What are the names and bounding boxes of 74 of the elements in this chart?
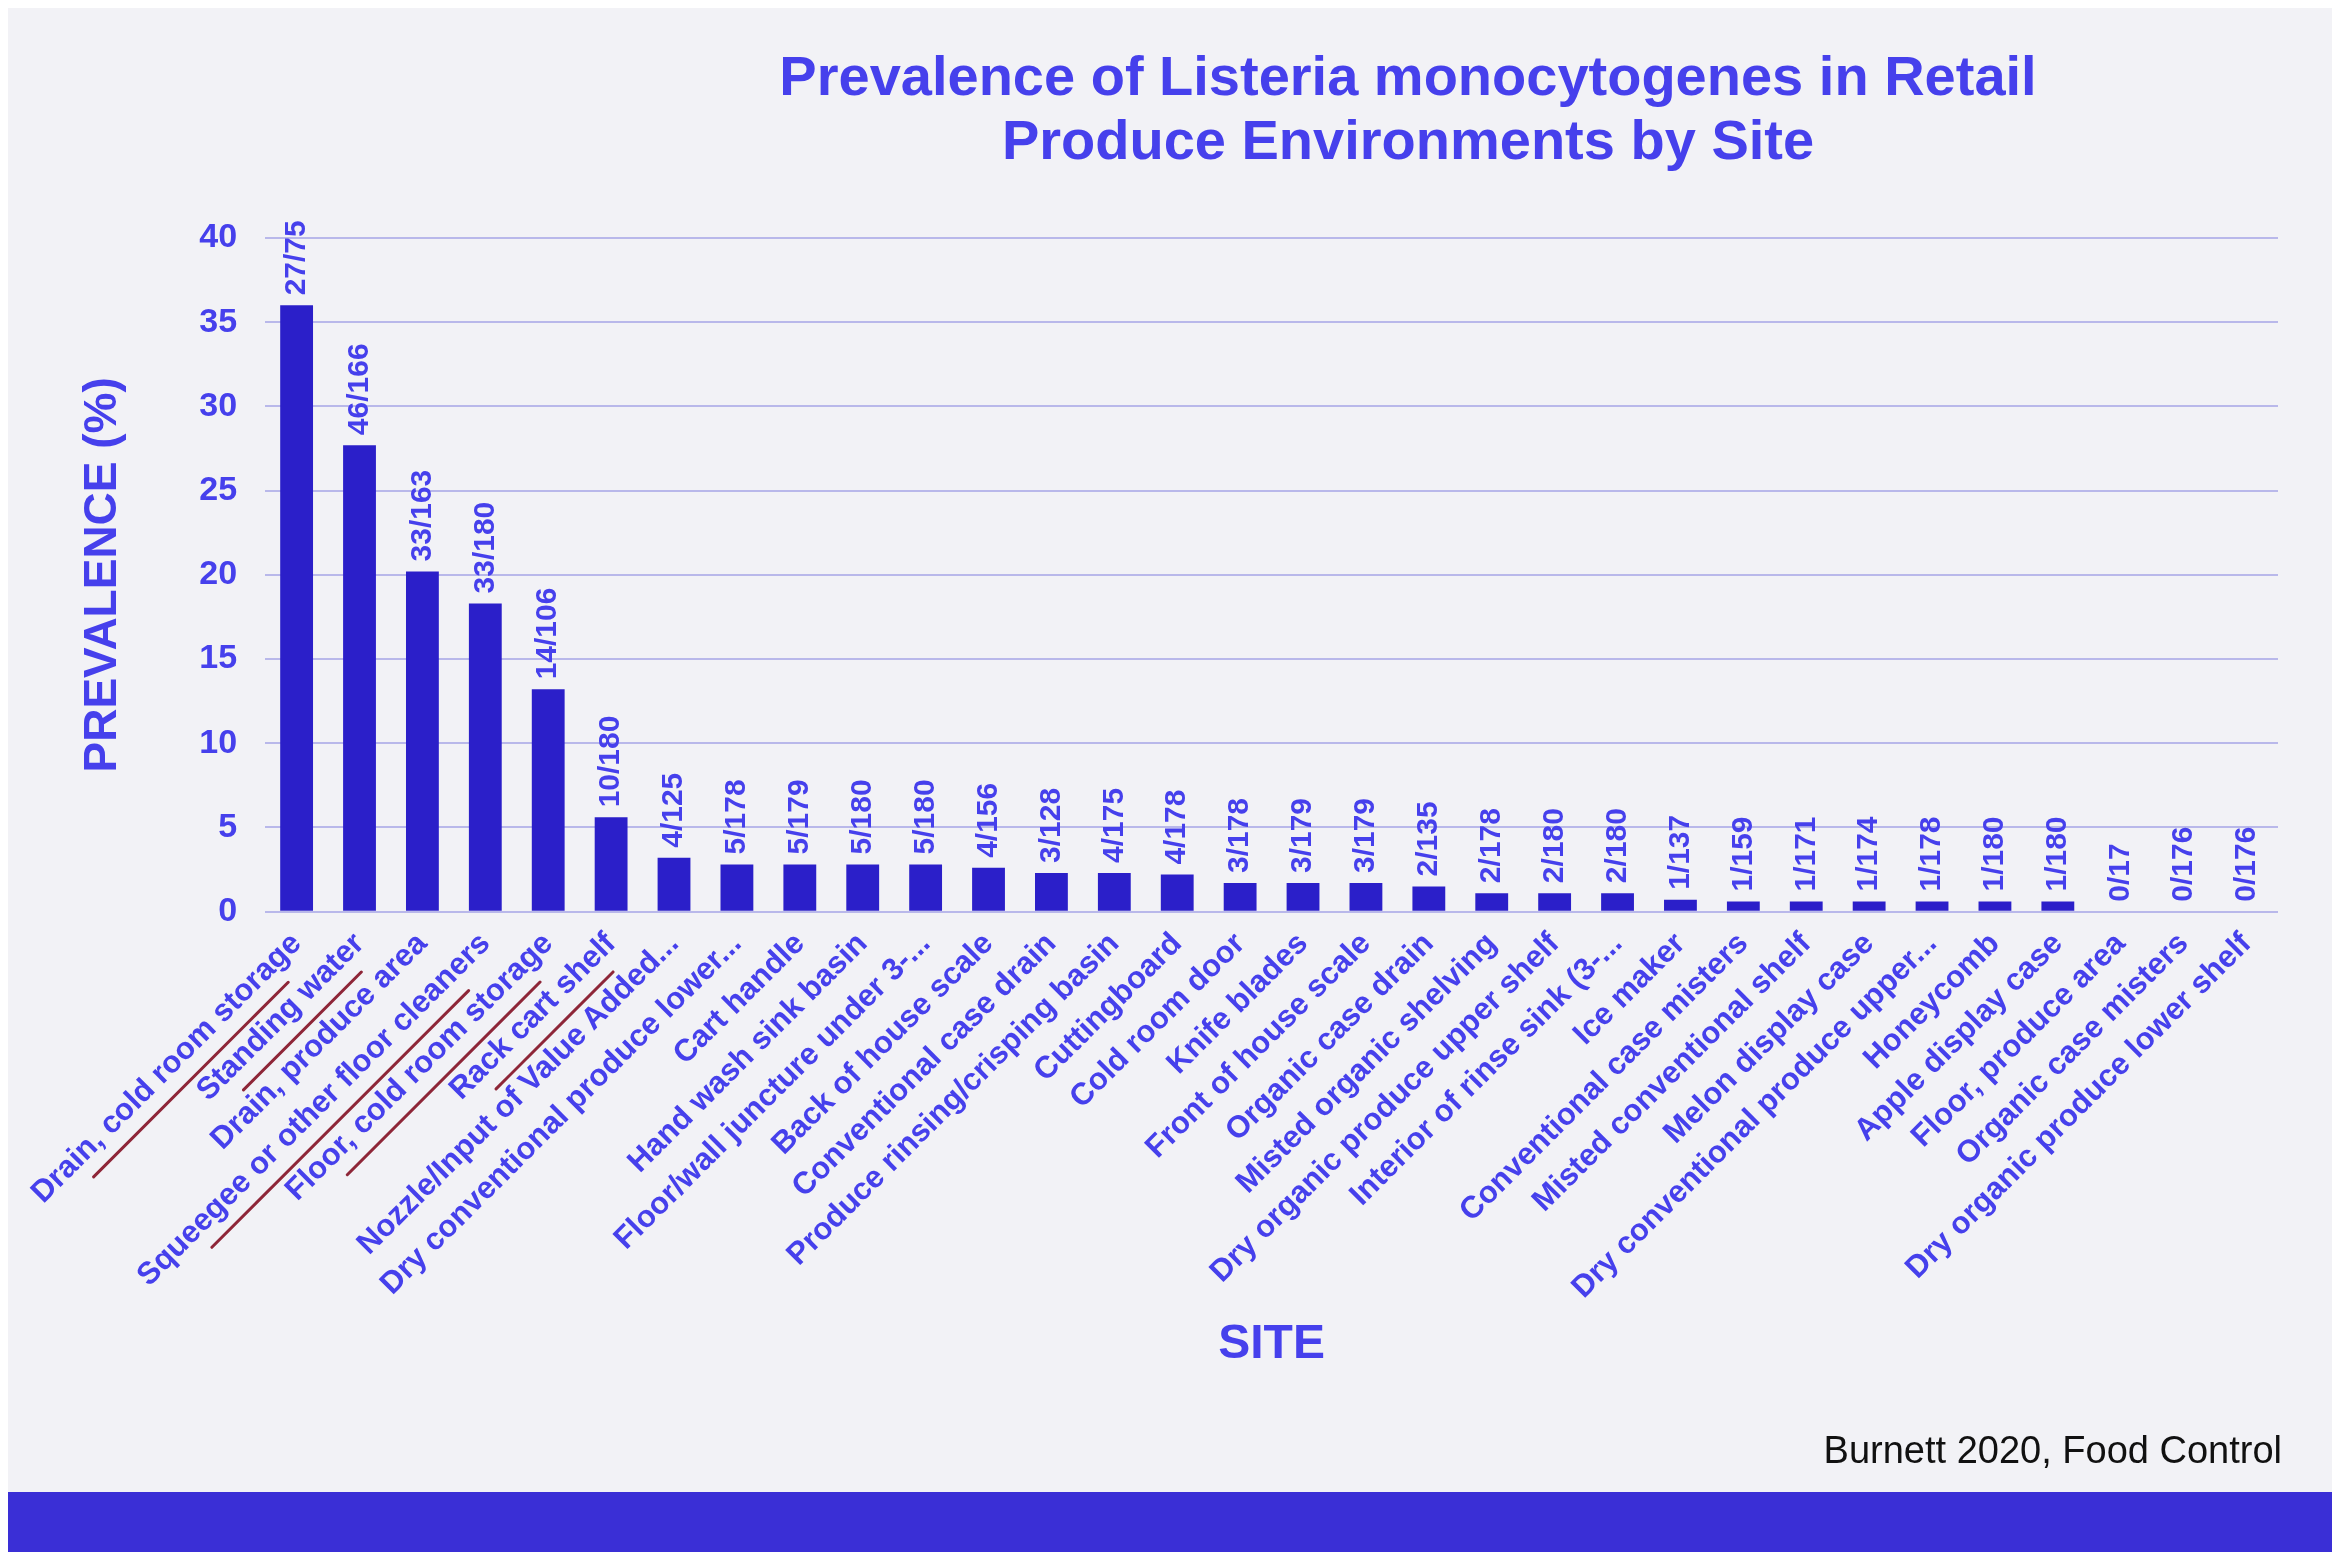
bar bbox=[1915, 901, 1949, 911]
bar bbox=[1160, 874, 1194, 911]
data-label: 3/178 bbox=[1221, 797, 1255, 874]
bar bbox=[783, 864, 817, 911]
data-label: 14/106 bbox=[529, 587, 563, 680]
data-label: 1/159 bbox=[1724, 816, 1758, 892]
data-label: 0/176 bbox=[2164, 826, 2198, 902]
bar bbox=[1412, 886, 1446, 911]
text: Burnett 2020, Food Control bbox=[1823, 1429, 2282, 1472]
data-label: 1/137 bbox=[1661, 814, 1695, 890]
data-label: 2/180 bbox=[1535, 808, 1569, 884]
data-label: 33/163 bbox=[403, 469, 437, 562]
bar bbox=[1601, 893, 1634, 911]
bar bbox=[405, 571, 439, 911]
data-label: 2/178 bbox=[1473, 808, 1506, 884]
bar bbox=[1349, 883, 1383, 911]
y-tick-label: 5 bbox=[218, 805, 238, 844]
data-label: 46/166 bbox=[340, 343, 374, 436]
bar bbox=[720, 864, 754, 911]
data-label: 4/175 bbox=[1095, 787, 1129, 863]
data-label: 2/135 bbox=[1410, 801, 1444, 877]
data-label: 1/180 bbox=[1976, 816, 2010, 892]
bar bbox=[846, 864, 880, 911]
data-label: 1/174 bbox=[1850, 816, 1884, 892]
bar bbox=[468, 603, 502, 911]
data-label: 33/180 bbox=[466, 501, 500, 594]
data-label: 3/179 bbox=[1284, 797, 1318, 874]
bar bbox=[2041, 901, 2075, 911]
y-tick-label: 15 bbox=[199, 637, 238, 676]
bar bbox=[972, 867, 1005, 911]
bar bbox=[1223, 883, 1257, 911]
bar bbox=[1286, 883, 1320, 911]
bar bbox=[280, 305, 314, 911]
bar bbox=[343, 445, 376, 911]
bar bbox=[1789, 901, 1823, 911]
bar bbox=[1035, 872, 1068, 911]
x-axis-title: SITE bbox=[1218, 1315, 1325, 1369]
data-label: 4/156 bbox=[969, 782, 1003, 858]
data-label: 1/171 bbox=[1787, 816, 1821, 892]
bar bbox=[1852, 901, 1886, 911]
bar bbox=[594, 817, 628, 911]
data-label: 1/178 bbox=[1913, 816, 1947, 892]
bar bbox=[1538, 893, 1572, 911]
data-label: 3/128 bbox=[1032, 787, 1066, 863]
data-label: 5/179 bbox=[781, 779, 815, 855]
y-tick-label: 25 bbox=[199, 469, 238, 507]
bar bbox=[1097, 872, 1131, 911]
data-label: 10/180 bbox=[592, 715, 626, 808]
y-tick-label: 30 bbox=[199, 384, 238, 423]
y-tick-label: 0 bbox=[218, 890, 238, 929]
bar bbox=[1978, 901, 2012, 911]
data-label: 0/176 bbox=[2227, 826, 2261, 902]
data-label: 3/179 bbox=[1347, 797, 1381, 874]
data-label: 4/178 bbox=[1158, 789, 1192, 865]
data-label: 5/178 bbox=[718, 779, 752, 855]
bar bbox=[657, 857, 691, 911]
data-label: 27/75 bbox=[277, 220, 311, 296]
chart-title: Prevalence of Listeria monocytogenes in Retail Produce Environments by Site bbox=[778, 44, 2038, 172]
data-label: 5/180 bbox=[906, 779, 940, 855]
bar bbox=[1475, 893, 1509, 911]
data-label: 4/125 bbox=[655, 772, 689, 848]
data-label: 0/17 bbox=[2102, 843, 2136, 902]
y-axis-title: PREVALENCE (%) bbox=[74, 377, 127, 773]
bar bbox=[531, 689, 565, 911]
data-label: 2/180 bbox=[1598, 808, 1632, 884]
data-label: 1/180 bbox=[2039, 816, 2073, 892]
y-tick-label: 40 bbox=[199, 216, 238, 255]
y-tick-label: 10 bbox=[199, 721, 238, 760]
y-tick-label: 35 bbox=[199, 300, 238, 339]
bar bbox=[1726, 901, 1760, 911]
bar bbox=[909, 864, 943, 911]
data-label: 5/180 bbox=[843, 779, 877, 855]
y-tick-label: 20 bbox=[199, 553, 238, 592]
bar bbox=[1664, 899, 1697, 911]
